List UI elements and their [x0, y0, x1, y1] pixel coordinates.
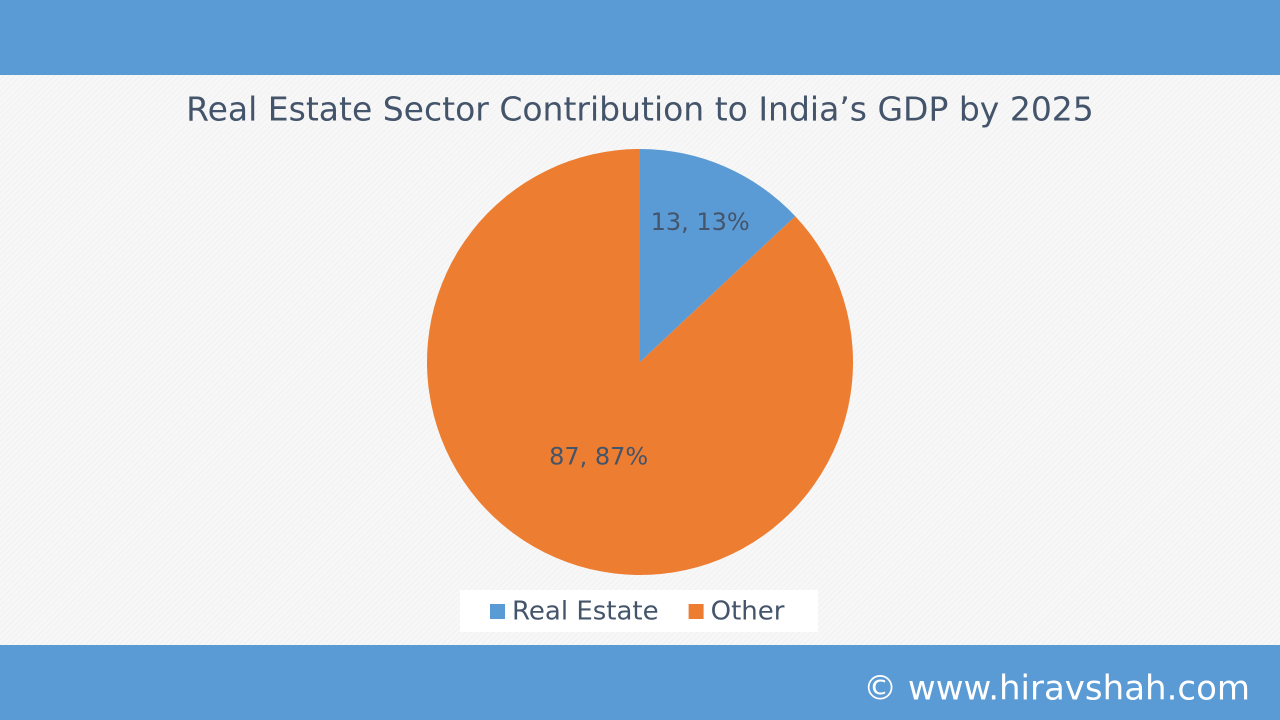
pie: 13, 13% 87, 87%	[427, 149, 854, 576]
legend: Real Estate Other	[490, 597, 785, 627]
pie-slice	[640, 149, 796, 362]
chart-title: Real Estate Sector Contribution to India…	[186, 90, 1094, 129]
watermark: © www.hiravshah.com	[863, 669, 1250, 709]
top-band	[0, 0, 1280, 75]
pie-slice	[427, 149, 854, 576]
legend-box	[460, 590, 818, 632]
legend-swatch	[490, 604, 505, 619]
legend-label: Real Estate	[512, 597, 659, 627]
legend-swatch	[688, 604, 704, 619]
bottom-band	[0, 645, 1280, 720]
legend-label: Other	[711, 597, 785, 627]
data-label: 87, 87%	[549, 443, 648, 471]
data-label: 13, 13%	[651, 208, 750, 236]
